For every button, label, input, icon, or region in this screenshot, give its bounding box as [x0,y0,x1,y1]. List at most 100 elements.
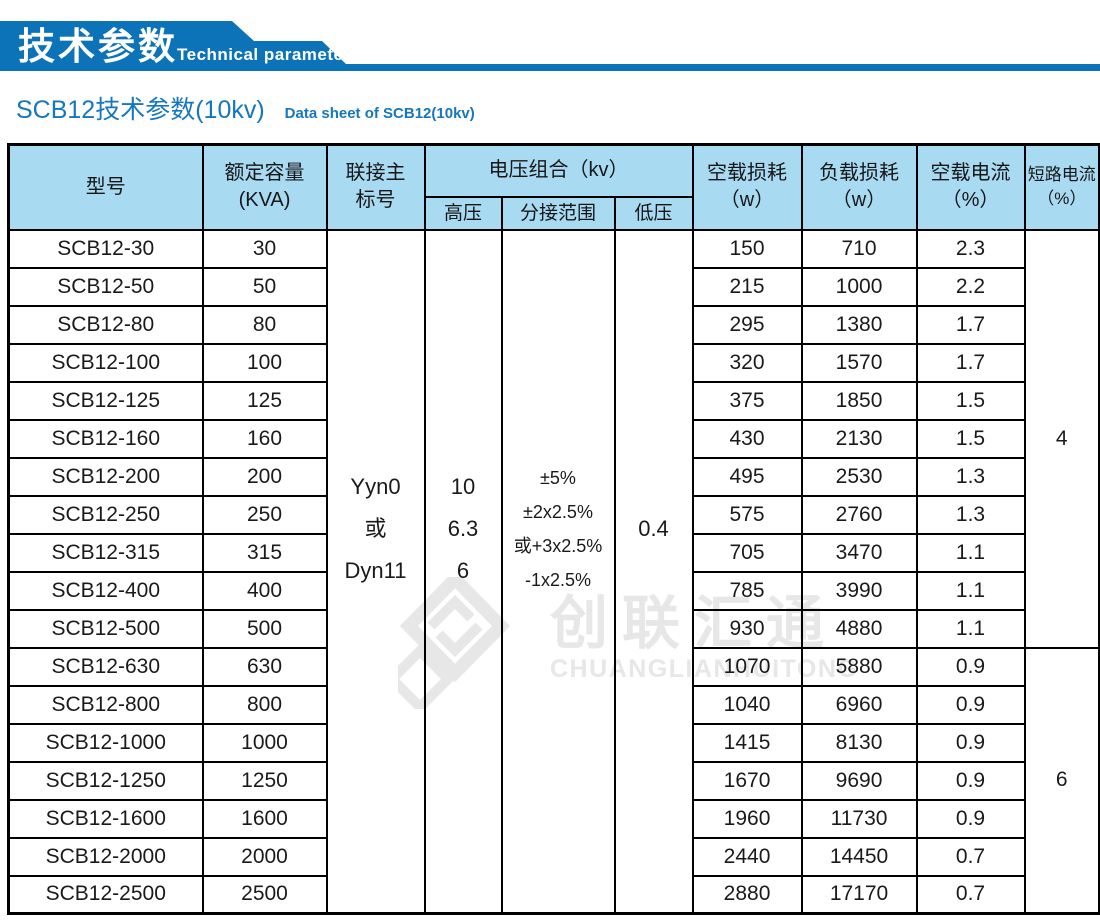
load-loss-cell: 4880 [800,608,918,649]
no-load-current-cell: 1.7 [915,304,1026,345]
lv-cell: 0.4 [613,228,694,915]
tap-range-cell: ±5% ±2x2.5% 或+3x2.5% -1x2.5% [500,228,616,915]
model-cell: SCB12-1250 [7,760,204,801]
table-row: SCB12-30 30 Yyn0 或 Dyn11 10 6.3 6 ±5% ±2x2.5% 或+3x… [7,228,1100,915]
capacity-cell: 30 [201,228,328,269]
header-load-loss-line1: 负载损耗 [819,162,900,185]
no-load-current-cell: 1.3 [915,456,1026,497]
header-load-loss-line2: （w） [831,189,887,212]
capacity-cell: 50 [201,266,328,307]
table-row: SCB12-800 800 1040 6960 0.9 [7,684,1100,725]
page-subtitle-en: Data sheet of SCB12(10kv) [284,105,475,122]
no-load-current-cell: 1.1 [915,570,1026,611]
model-cell: SCB12-80 [7,304,204,345]
table-row: SCB12-125 125 375 1850 1.5 [7,380,1100,421]
header-hv: 高压 [423,195,503,231]
table-row: SCB12-80 80 295 1380 1.7 [7,304,1100,345]
table-row: SCB12-1250 1250 1670 9690 0.9 [7,760,1100,801]
model-cell: SCB12-2500 [7,874,204,915]
no-load-current-cell: 1.7 [915,342,1026,383]
load-loss-cell: 5880 [800,646,918,687]
table-row: SCB12-1000 1000 1415 8130 0.9 [7,722,1100,763]
header-no-load-current-line2: （%） [941,189,1000,212]
no-load-loss-cell: 785 [691,570,803,611]
table-row: SCB12-2500 2500 2880 17170 0.7 [7,874,1100,915]
header-model: 型号 [7,143,204,231]
load-loss-cell: 3470 [800,532,918,573]
no-load-current-cell: 1.3 [915,494,1026,535]
no-load-current-cell: 0.9 [915,684,1026,725]
no-load-loss-cell: 430 [691,418,803,459]
no-load-current-cell: 0.7 [915,836,1026,877]
no-load-current-cell: 1.1 [915,608,1026,649]
capacity-cell: 200 [201,456,328,497]
vector-group-cell: Yyn0 或 Dyn11 [325,228,426,915]
header-no-load-current-line1: 空载电流 [930,162,1011,185]
hv-cell: 10 6.3 6 [423,228,503,915]
header-voltage-combination: 电压组合（kv） [423,143,694,198]
no-load-loss-cell: 215 [691,266,803,307]
model-cell: SCB12-200 [7,456,204,497]
load-loss-cell: 11730 [800,798,918,839]
no-load-loss-cell: 1070 [691,646,803,687]
model-cell: SCB12-250 [7,494,204,535]
model-cell: SCB12-50 [7,266,204,307]
table-row: SCB12-160 160 430 2130 1.5 [7,418,1100,459]
load-loss-cell: 2530 [800,456,918,497]
short-circuit-current-cell: 6 [1023,646,1100,915]
model-cell: SCB12-400 [7,570,204,611]
table-row: SCB12-500 500 930 4880 1.1 [7,608,1100,649]
load-loss-cell: 2130 [800,418,918,459]
header-no-load-loss-line2: （w） [719,189,775,212]
table-row: SCB12-200 200 495 2530 1.3 [7,456,1100,497]
model-cell: SCB12-500 [7,608,204,649]
no-load-current-cell: 2.3 [915,228,1026,269]
header-vector-line2: 标号 [355,189,396,212]
no-load-loss-cell: 1960 [691,798,803,839]
header-vector-line1: 联接主 [345,162,406,185]
no-load-current-cell: 1.5 [915,380,1026,421]
table-row: SCB12-100 100 320 1570 1.7 [7,342,1100,383]
short-circuit-current-cell: 4 [1023,228,1100,649]
capacity-cell: 500 [201,608,328,649]
load-loss-cell: 9690 [800,760,918,801]
table-row: SCB12-250 250 575 2760 1.3 [7,494,1100,535]
capacity-cell: 250 [201,494,328,535]
capacity-cell: 2500 [201,874,328,915]
model-cell: SCB12-125 [7,380,204,421]
header-vector-group: 联接主 标号 [325,143,426,231]
banner-ribbon [0,21,1100,71]
load-loss-cell: 3990 [800,570,918,611]
no-load-loss-cell: 295 [691,304,803,345]
model-cell: SCB12-315 [7,532,204,573]
no-load-loss-cell: 150 [691,228,803,269]
load-loss-cell: 1850 [800,380,918,421]
no-load-current-cell: 2.2 [915,266,1026,307]
capacity-cell: 1600 [201,798,328,839]
model-cell: SCB12-630 [7,646,204,687]
model-cell: SCB12-1600 [7,798,204,839]
no-load-loss-cell: 930 [691,608,803,649]
header-lv: 低压 [613,195,694,231]
load-loss-cell: 1000 [800,266,918,307]
no-load-loss-cell: 1040 [691,684,803,725]
load-loss-cell: 8130 [800,722,918,763]
banner-title-cn: 技术参数 [18,26,178,67]
table-row: SCB12-400 400 785 3990 1.1 [7,570,1100,611]
capacity-cell: 80 [201,304,328,345]
load-loss-cell: 2760 [800,494,918,535]
load-loss-cell: 1570 [800,342,918,383]
no-load-current-cell: 0.9 [915,722,1026,763]
table-row: SCB12-630 630 1070 5880 0.9 6 [7,646,1100,915]
capacity-cell: 160 [201,418,328,459]
capacity-cell: 315 [201,532,328,573]
no-load-loss-cell: 2440 [691,836,803,877]
no-load-loss-cell: 1415 [691,722,803,763]
load-loss-cell: 6960 [800,684,918,725]
banner-title-en: Technical parameter [177,45,351,64]
capacity-cell: 400 [201,570,328,611]
capacity-cell: 1000 [201,722,328,763]
capacity-cell: 2000 [201,836,328,877]
load-loss-cell: 1380 [800,304,918,345]
model-cell: SCB12-1000 [7,722,204,763]
